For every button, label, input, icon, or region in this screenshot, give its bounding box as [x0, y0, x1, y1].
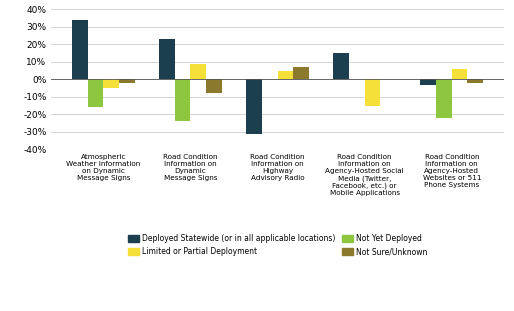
- Bar: [206, 79, 222, 93]
- Bar: [175, 79, 191, 121]
- Bar: [191, 63, 206, 79]
- Bar: [452, 69, 467, 79]
- Bar: [420, 79, 436, 85]
- Bar: [333, 53, 349, 79]
- Bar: [436, 79, 452, 118]
- Bar: [364, 79, 380, 105]
- Bar: [293, 67, 309, 79]
- Bar: [72, 20, 88, 79]
- Bar: [159, 39, 175, 79]
- Bar: [278, 71, 293, 79]
- Bar: [467, 79, 483, 83]
- Legend: Deployed Statewide (or in all applicable locations), Limited or Partial Deployme: Deployed Statewide (or in all applicable…: [127, 234, 428, 256]
- Bar: [88, 79, 103, 107]
- Bar: [119, 79, 135, 83]
- Bar: [246, 79, 262, 133]
- Bar: [103, 79, 119, 88]
